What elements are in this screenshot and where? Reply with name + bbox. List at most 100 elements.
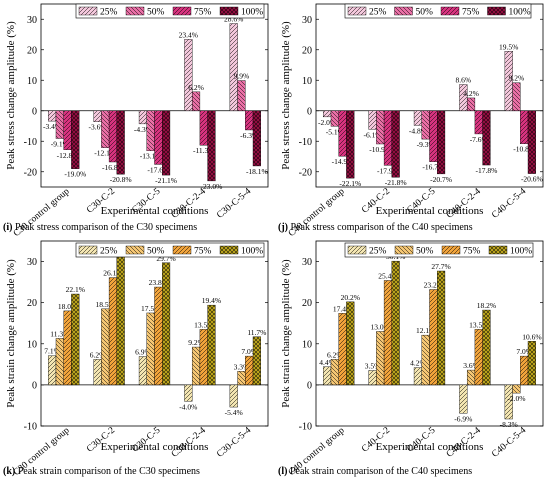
bar-hatch [229, 23, 238, 111]
bar-hatch [330, 110, 339, 127]
y-tick-label: 20 [27, 45, 37, 56]
data-label: -7.6% [470, 135, 488, 144]
data-label: 8.6% [456, 76, 472, 85]
y-axis-label: Peak strain change amplitude (%) [5, 259, 17, 408]
x-axis-label: Experimental conditions [101, 205, 209, 217]
bar-hatch [512, 82, 521, 111]
bar-hatch [376, 110, 385, 144]
data-label: 17.4% [333, 304, 352, 313]
y-tick-label: 30 [302, 15, 312, 26]
y-axis-label: Peak strain change amplitude (%) [280, 259, 292, 408]
data-label: 4.2% [463, 89, 479, 98]
legend-box [75, 3, 265, 19]
y-tick-label: 30 [302, 257, 312, 268]
data-label: 22.1% [66, 285, 85, 294]
legend-swatch-hatch [220, 246, 238, 254]
data-label: 27.7% [431, 262, 450, 271]
data-label: 23.2% [424, 281, 443, 290]
bar-hatch [154, 110, 163, 165]
data-label: -19.0% [64, 170, 86, 179]
data-label: -17.9% [377, 166, 399, 175]
y-axis-label: Peak stress change amplitude (%) [5, 21, 17, 170]
legend-label: 75% [463, 247, 481, 257]
bar-hatch [482, 110, 491, 166]
bar-hatch [192, 91, 200, 111]
legend-swatch-hatch [395, 246, 413, 254]
bar-hatch [437, 110, 445, 174]
plot-frame [315, 240, 544, 427]
data-label: -10.8% [513, 145, 535, 154]
caption-letter: (i) [3, 222, 12, 233]
data-label: -22.1% [339, 179, 361, 188]
bar-hatch [414, 367, 422, 385]
caption-text: Peak stress comparison of the C40 specim… [288, 222, 473, 233]
data-label: 18.2% [477, 301, 496, 310]
bar-hatch [384, 280, 392, 385]
legend-label: 50% [147, 247, 165, 257]
y-tick-label: 0 [307, 380, 312, 391]
bar-hatch [101, 308, 110, 385]
data-label: 19.5% [499, 42, 518, 51]
bar-hatch [346, 110, 355, 179]
legend: 25% 50% 75% 100% [75, 242, 265, 258]
legend-label: 75% [462, 8, 480, 18]
data-label: 7.0% [516, 347, 532, 356]
bar-hatch [414, 110, 422, 126]
data-label: 4.4% [319, 358, 335, 367]
data-label: -9.3% [417, 140, 435, 149]
bar-hatch [528, 110, 536, 174]
data-label: 7.0% [241, 347, 257, 356]
x-category-label: C40-C-5-4 [490, 186, 528, 220]
legend-box [75, 242, 265, 258]
legend-label: 100% [510, 247, 532, 257]
data-label: 7.1% [44, 347, 60, 356]
bar-hatch [421, 335, 430, 385]
legend-label: 50% [147, 8, 165, 18]
data-label: -9.1% [51, 140, 69, 149]
y-tick-label: 20 [302, 298, 312, 309]
bar-hatch [109, 277, 117, 385]
y-tick-label: 30 [27, 15, 37, 26]
x-axis-label: Experimental conditions [376, 205, 484, 217]
data-label: 28.6% [224, 15, 243, 24]
data-label: 9.9% [234, 72, 250, 81]
bar-hatch [63, 310, 72, 385]
bar-hatch [48, 355, 56, 385]
data-label: 3.5% [365, 362, 381, 371]
y-tick-label: -10 [24, 137, 37, 148]
data-label: -17.6% [147, 165, 169, 174]
bar-hatch [109, 110, 117, 162]
legend-label: 50% [416, 8, 434, 18]
data-label: -4.8% [409, 126, 427, 135]
bar-hatch [338, 110, 347, 157]
legend-label: 25% [369, 247, 387, 257]
x-axis-label: Experimental conditions [101, 441, 209, 453]
data-label: -6.9% [454, 414, 472, 423]
bar-hatch [116, 252, 125, 385]
caption-text: Peak strain comparison of the C40 specim… [287, 466, 472, 477]
legend: 25% 50% 75% 100% [344, 3, 532, 19]
legend-swatch-hatch [173, 7, 191, 15]
bar-hatch [437, 271, 445, 385]
bar-hatch [368, 110, 377, 130]
bar-hatch [245, 110, 254, 130]
panel-caption: (i) Peak stress comparison of the C30 sp… [3, 222, 197, 233]
bar-hatch [139, 356, 147, 385]
bar-hatch [229, 384, 238, 408]
data-label: 3.3% [234, 362, 250, 371]
data-label: 12.1% [416, 326, 435, 335]
legend-label: 75% [194, 8, 212, 18]
data-label: 18.5% [96, 300, 115, 309]
x-category-label: C30-C-5-4 [215, 186, 253, 220]
bar-hatch [55, 338, 64, 385]
data-label: 11.7% [247, 328, 266, 337]
legend: 25% 50% 75% 100% [75, 3, 265, 19]
bar-hatch [528, 341, 536, 385]
bar-hatch [467, 97, 475, 111]
data-label: -11.3% [193, 146, 215, 155]
bar-hatch [482, 310, 491, 385]
y-tick-label: 10 [27, 76, 37, 87]
data-label: 13.0% [371, 322, 390, 331]
